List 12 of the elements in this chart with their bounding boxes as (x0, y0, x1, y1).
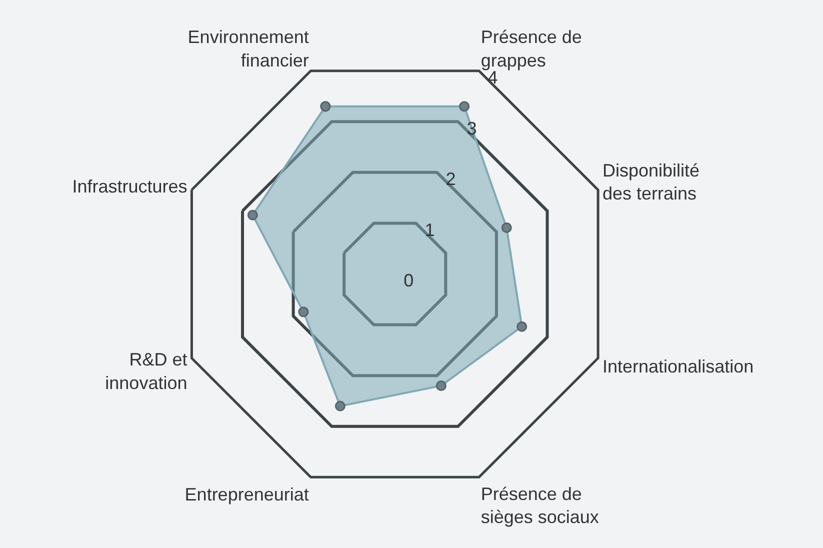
y-tick-label: 3 (466, 118, 477, 138)
spoke-label: R&D et innovation (105, 349, 188, 393)
y-tick-label: 2 (446, 169, 456, 190)
spoke-label: Environnement financier (188, 26, 309, 70)
spoke-label: Présence de sièges sociaux (480, 484, 599, 528)
spoke-label: Présence de grappes (480, 26, 582, 70)
spoke-label: Entrepreneuriat (184, 484, 309, 505)
spoke-label: Disponibilité des terrains (602, 160, 700, 204)
spoke-label: Internationalisation (602, 356, 754, 377)
y-tick-label: 0 (404, 270, 414, 291)
spoke-label: Infrastructures (72, 176, 188, 196)
y-tick-label: 1 (424, 220, 435, 240)
